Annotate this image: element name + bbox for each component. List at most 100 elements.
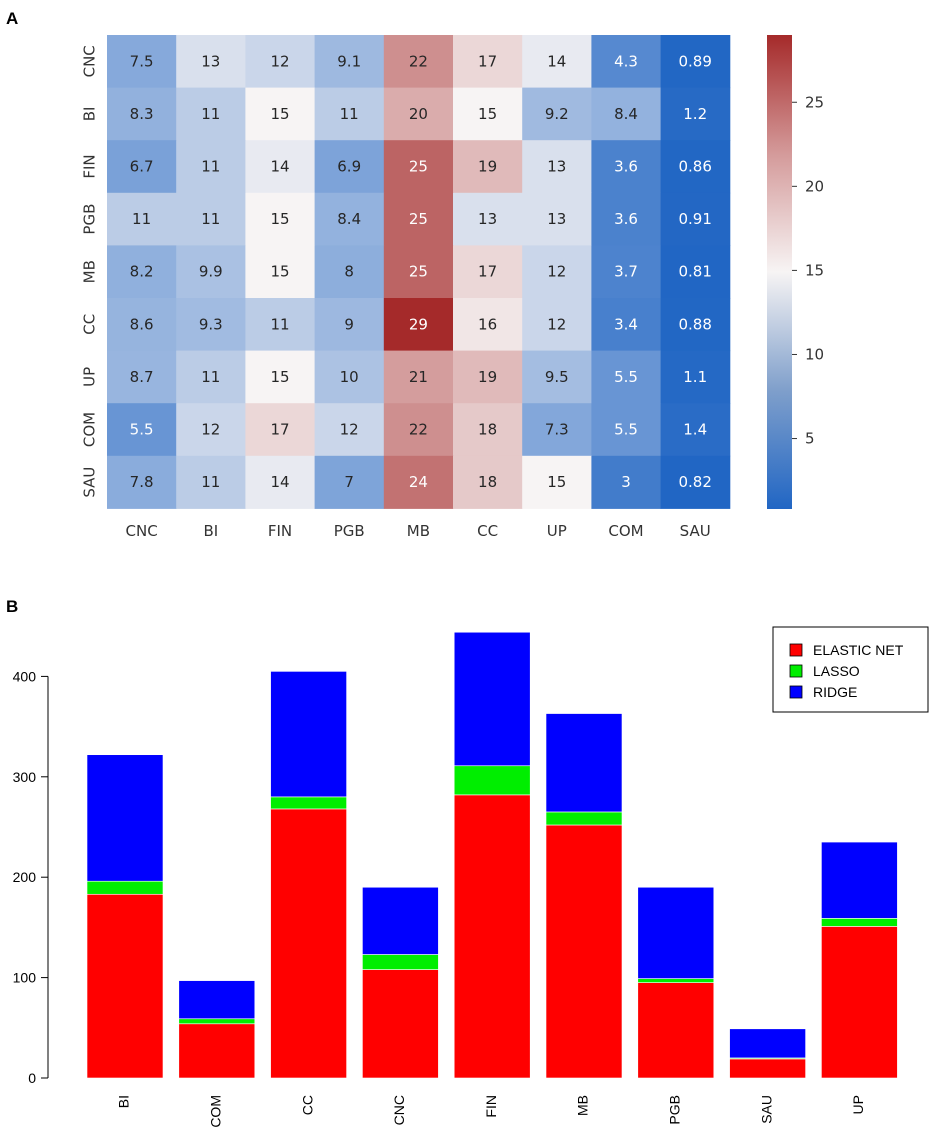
heatmap-cell-label: 8.4 [614,105,638,123]
bar-segment-elastic-net [362,969,439,1079]
heatmap-cell [245,192,316,246]
heatmap-cell-label: 17 [478,263,497,281]
bar-segment-ridge [362,886,439,955]
heatmap-cell [176,403,246,457]
heatmap-cell [591,87,662,141]
bar-segment-lasso [821,918,898,927]
heatmap-cell-label: 0.82 [678,473,711,491]
heatmap-cell [591,403,662,457]
colorbar-tick-label: 25 [805,93,824,111]
heatmap-cell-label: 15 [270,368,289,386]
bar-segment-elastic-net [729,1058,806,1079]
colorbar-tick-label: 15 [805,261,824,279]
heatmap-cell [176,35,246,89]
heatmap-cell [591,35,662,89]
bar-x-tick-label: COM [208,1095,224,1128]
heatmap-cell [591,140,662,194]
heatmap-cell-label: 17 [270,421,289,439]
heatmap-x-tick-label: CNC [126,522,158,540]
heatmap-x-tick-label: UP [547,522,567,540]
heatmap-cell [383,35,454,89]
heatmap-cell-label: 8.6 [130,315,154,333]
heatmap-cell-label: 19 [478,368,497,386]
heatmap-cell-label: 12 [340,421,359,439]
bar-segment-elastic-net [637,982,715,1079]
bar-segment-elastic-net [86,893,164,1079]
heatmap-cell-label: 12 [270,52,289,70]
bar-segment-lasso [545,811,623,826]
heatmap-cell [522,192,592,246]
heatmap-y-tick-label: COM [81,412,99,447]
heatmap-cell [660,455,731,509]
heatmap-cell-label: 15 [547,473,566,491]
heatmap-cell-label: 5.5 [614,421,638,439]
heatmap-cell [314,298,385,352]
heatmap-cell [453,403,523,457]
heatmap-cell-label: 21 [409,368,428,386]
heatmap-cell-label: 1.2 [683,105,707,123]
heatmap-cell-label: 11 [201,105,220,123]
heatmap-cell [314,455,385,509]
heatmap-x-tick-label: SAU [680,522,711,540]
heatmap-cell-label: 0.86 [678,158,711,176]
bar-y-tick-label: 400 [13,668,37,684]
bar-segment-lasso [453,765,531,796]
heatmap-cell-label: 13 [478,210,497,228]
heatmap-cell [245,298,316,352]
bar-segment-lasso [178,1018,256,1025]
heatmap-cell-label: 4.3 [614,52,638,70]
heatmap-cell [660,298,731,352]
heatmap-cell-label: 9 [344,315,354,333]
heatmap-cell [383,298,454,352]
heatmap-cell-label: 9.2 [545,105,569,123]
heatmap-cell-label: 11 [340,105,359,123]
heatmap-cell-label: 17 [478,52,497,70]
heatmap: 7.5 13 12 9.1 22 17 14 4.3 0.89 8.3 11 15 11 20 15 9.2 8… [81,35,731,540]
heatmap-cell [245,35,316,89]
heatmap-cell-label: 0.89 [678,52,711,70]
heatmap-cell-label: 1.1 [683,368,707,386]
heatmap-cell-label: 6.7 [130,158,154,176]
heatmap-cell [176,298,246,352]
heatmap-cell-label: 14 [270,473,289,491]
heatmap-cell-label: 15 [478,105,497,123]
heatmap-cell [314,87,385,141]
heatmap-cell [383,192,454,246]
heatmap-cell [245,87,316,141]
heatmap-cell-label: 7.8 [130,473,154,491]
bar-y-tick-label: 200 [13,869,37,885]
heatmap-cell-label: 8.2 [130,263,154,281]
heatmap-cell [107,455,177,509]
heatmap-cell [383,140,454,194]
heatmap-cell-label: 12 [201,421,220,439]
heatmap-cell [522,455,592,509]
heatmap-cell [107,140,177,194]
heatmap-cell [176,192,246,246]
heatmap-y-tick-label: SAU [81,467,99,498]
heatmap-cell [176,455,246,509]
heatmap-y-tick-label: BI [81,107,99,122]
heatmap-x-tick-label: PGB [334,522,365,540]
colorbar-gradient [767,35,792,509]
bar-segment-lasso [86,880,164,895]
heatmap-cell-label: 12 [547,263,566,281]
heatmap-cell [176,140,246,194]
heatmap-cell-label: 16 [478,315,497,333]
bar-segment-elastic-net [270,808,347,1079]
heatmap-cell-label: 24 [409,473,428,491]
heatmap-cell-label: 3.6 [614,210,638,228]
heatmap-cell-label: 11 [201,473,220,491]
bar-x-tick-label: FIN [483,1095,499,1118]
bar-segment-ridge [86,754,164,882]
heatmap-y-tick-label: MB [81,260,99,283]
colorbar-tick-label: 5 [805,430,815,448]
heatmap-cell [314,245,385,299]
heatmap-cell [314,35,385,89]
heatmap-cell [660,350,731,404]
bar-legend: ELASTIC NET LASSO RIDGE [772,626,929,713]
bar-x-tick-label: SAU [758,1095,774,1124]
heatmap-cell [453,245,523,299]
heatmap-cell [314,192,385,246]
heatmap-cell [660,35,731,89]
heatmap-cell-label: 15 [270,263,289,281]
